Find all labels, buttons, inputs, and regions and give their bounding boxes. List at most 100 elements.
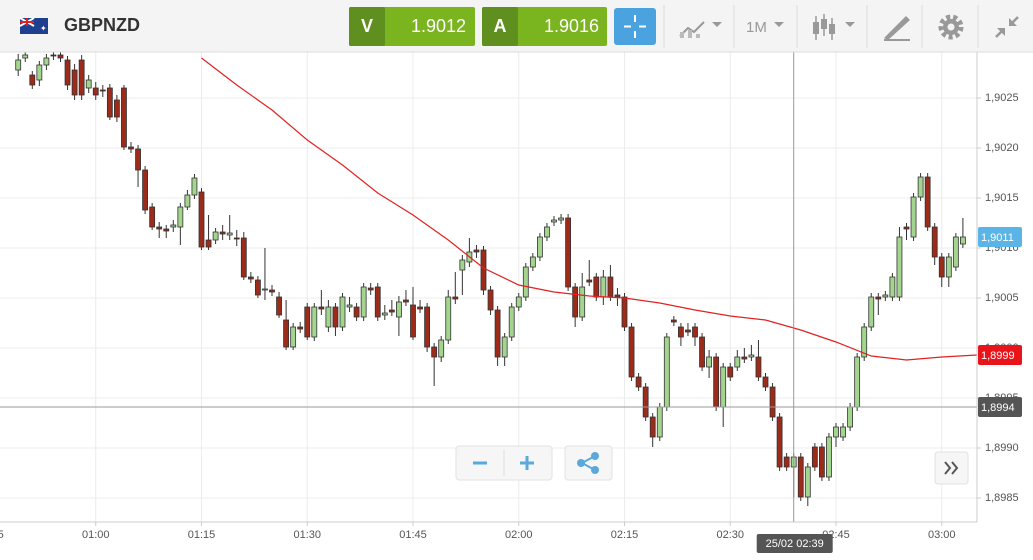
drawing-button[interactable] (884, 16, 910, 41)
candle-body (614, 294, 621, 298)
bid-price: 1.9012 (411, 16, 466, 36)
candle-body (381, 312, 388, 316)
candle-body (938, 256, 945, 278)
bid-button[interactable]: V 1.9012 (349, 7, 475, 46)
candle-body (515, 296, 522, 308)
candle-body (487, 289, 494, 311)
candle-body (621, 296, 628, 328)
candle-body (43, 57, 50, 66)
candle-body (896, 236, 903, 298)
candle-body (663, 336, 670, 408)
price-label: 1,8999 (981, 350, 1015, 362)
candle-body (128, 146, 134, 150)
candle-body (945, 256, 952, 278)
crosshair-button[interactable] (614, 8, 656, 45)
candle-body (565, 217, 571, 288)
candle-body (403, 299, 409, 303)
candle-body (15, 59, 22, 71)
candle-body (121, 87, 127, 148)
candle-body (22, 54, 29, 59)
share-button[interactable] (564, 445, 613, 481)
candle-body (544, 226, 550, 238)
candle-body (64, 59, 71, 86)
scroll-right-button[interactable] (934, 451, 969, 485)
ask-button[interactable]: A 1.9016 (482, 7, 607, 46)
candle-body (149, 206, 156, 228)
candle-body (720, 366, 727, 408)
price-labels: 25/02 02:39 1,8994 1,9011 1,8999 (756, 227, 1022, 553)
flag-icon: ✦ (19, 17, 48, 34)
candle-body (600, 276, 607, 298)
candle-body (473, 249, 480, 253)
candle-body (417, 306, 423, 310)
candle-body (494, 309, 501, 358)
price-label: 1,9011 (981, 232, 1014, 244)
candle-body (501, 336, 508, 358)
candle-body (36, 64, 43, 81)
candle-body (71, 69, 78, 96)
candle-body (699, 336, 705, 368)
candle-body (917, 176, 924, 198)
candle-body (198, 191, 205, 248)
candle-body (360, 286, 367, 318)
candle-body (854, 356, 861, 408)
moving-average-line (201, 57, 977, 361)
candle-body (346, 304, 353, 308)
candle-body (734, 356, 741, 368)
candle-body (635, 376, 642, 388)
candle-body (819, 446, 825, 478)
candle-body (579, 286, 586, 318)
candle-body (452, 296, 459, 300)
settings-button[interactable] (938, 14, 964, 40)
candle-body (85, 79, 92, 89)
candle-body (748, 354, 755, 358)
candle-body (811, 446, 818, 468)
y-tick-label: 1,9020 (985, 142, 1019, 154)
zoom-in-button[interactable] (520, 456, 534, 470)
candle-body (388, 309, 395, 313)
candle-body (438, 339, 445, 358)
candle-body (262, 288, 268, 291)
candle-body (424, 306, 431, 348)
indicators-button[interactable] (679, 21, 722, 38)
candle-body (678, 326, 684, 338)
y-tick-label: 1,9005 (985, 292, 1019, 304)
candle-body (931, 226, 938, 258)
candle-body (325, 306, 332, 328)
x-tick-label: 00:45 (0, 529, 4, 541)
symbol: GBPNZD (64, 15, 140, 35)
y-tick-label: 1,8990 (985, 442, 1019, 454)
candle-body (628, 326, 635, 378)
candle-body (572, 286, 579, 318)
candle-body (431, 346, 438, 358)
x-tick-label: 01:15 (188, 529, 216, 541)
candle-body (240, 237, 247, 278)
crosshair-time-label: 25/02 02:39 (766, 538, 824, 550)
candle-body (367, 287, 374, 291)
plot-area (0, 52, 977, 522)
candle-body (685, 329, 691, 333)
ask-price: 1.9016 (544, 16, 599, 36)
timeframe: 1M (746, 19, 767, 36)
candle-body (868, 296, 875, 328)
candle-body (551, 219, 557, 223)
candle-body (642, 386, 649, 418)
candle-body (706, 356, 712, 368)
chart-type-button[interactable] (813, 14, 855, 40)
timeframe-button[interactable]: 1M (746, 19, 784, 36)
candle-body (656, 406, 663, 438)
candle-body (558, 217, 564, 221)
price-label-box (978, 227, 1022, 247)
candle-body (374, 286, 381, 318)
candle-body (607, 276, 614, 298)
candle-body (593, 276, 600, 298)
candle-body (290, 326, 297, 348)
candle-body (480, 249, 487, 291)
candle-body (833, 426, 839, 438)
candle-body (861, 326, 868, 358)
candle-body (889, 276, 896, 298)
candle-body (269, 289, 275, 293)
x-tick-label: 02:30 (716, 529, 744, 541)
collapse-button[interactable] (995, 16, 1019, 38)
candle-body (537, 236, 543, 258)
